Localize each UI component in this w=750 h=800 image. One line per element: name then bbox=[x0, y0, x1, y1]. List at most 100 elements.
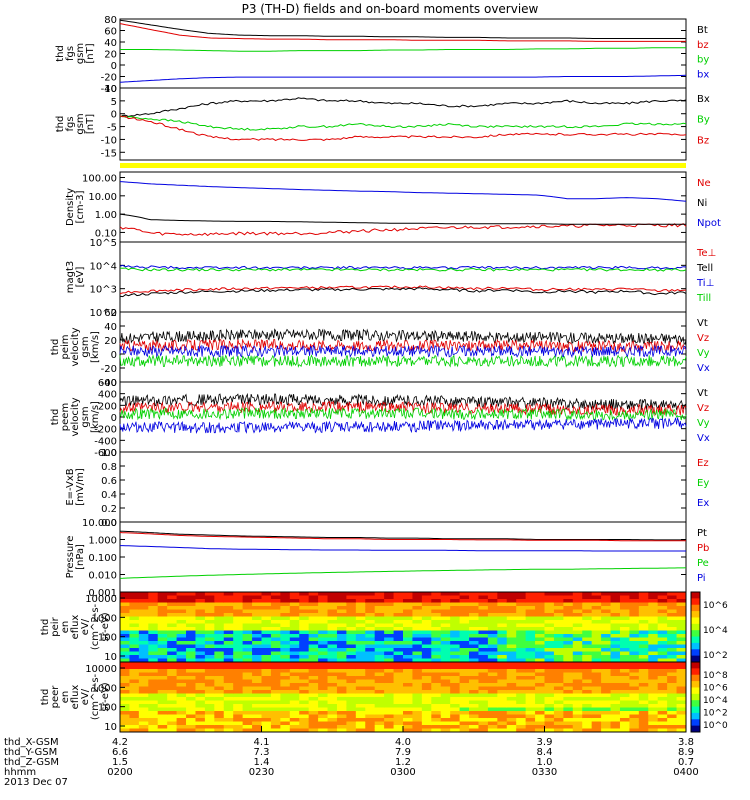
heatmap-cell bbox=[261, 606, 272, 610]
heatmap-cell bbox=[525, 686, 536, 691]
heatmap-cell bbox=[280, 613, 291, 617]
heatmap-cell bbox=[157, 641, 168, 645]
heatmap-cell bbox=[384, 665, 395, 670]
heatmap-cell bbox=[223, 704, 234, 708]
heatmap-cell bbox=[667, 637, 678, 642]
heatmap-cell bbox=[233, 690, 244, 694]
heatmap-cell bbox=[195, 683, 206, 687]
heatmap-cell bbox=[563, 637, 574, 642]
heatmap-cell bbox=[563, 728, 574, 733]
heatmap-cell bbox=[204, 700, 215, 705]
heatmap-cell bbox=[487, 711, 498, 715]
heatmap-cell bbox=[289, 609, 300, 614]
ylabel-line: eflux bbox=[70, 615, 81, 640]
heatmap-cell bbox=[497, 665, 508, 670]
heatmap-cell bbox=[497, 662, 508, 666]
heatmap-cell bbox=[318, 606, 329, 610]
heatmap-cell bbox=[450, 672, 461, 677]
heatmap-cell bbox=[497, 644, 508, 649]
heatmap-cell bbox=[270, 665, 281, 670]
heatmap-cell bbox=[129, 697, 140, 701]
heatmap-cell bbox=[186, 651, 196, 656]
heatmap-cell bbox=[648, 641, 659, 645]
heatmap-cell bbox=[403, 613, 413, 617]
ylabel-line: sr-eV) bbox=[100, 682, 111, 711]
heatmap-cell bbox=[148, 637, 159, 642]
heatmap-cell bbox=[450, 679, 461, 684]
heatmap-cell bbox=[167, 669, 178, 673]
heatmap-cell bbox=[506, 592, 517, 596]
heatmap-cell bbox=[261, 711, 272, 715]
heatmap-cell bbox=[487, 725, 498, 729]
xaxis-row-value: 7.3 bbox=[254, 747, 270, 758]
heatmap-cell bbox=[270, 606, 281, 610]
heatmap-cell bbox=[572, 714, 583, 719]
heatmap-cell bbox=[242, 599, 253, 603]
heatmap-cell bbox=[261, 679, 272, 684]
heatmap-cell bbox=[629, 627, 640, 631]
heatmap-cell bbox=[487, 721, 498, 726]
heatmap-cell bbox=[459, 679, 470, 684]
heatmap-cell bbox=[516, 704, 527, 708]
heatmap-cell bbox=[403, 669, 413, 673]
heatmap-cell bbox=[403, 637, 413, 642]
heatmap-cell bbox=[336, 679, 347, 684]
heatmap-cell bbox=[450, 686, 461, 691]
ytick-label: 10 bbox=[104, 652, 117, 663]
heatmap-cell bbox=[478, 693, 489, 698]
heatmap-cell bbox=[421, 704, 432, 708]
heatmap-cell bbox=[516, 620, 527, 624]
heatmap-cell bbox=[610, 718, 621, 722]
heatmap-cell bbox=[280, 662, 291, 666]
heatmap-cell bbox=[374, 627, 385, 631]
heatmap-cell bbox=[487, 707, 498, 712]
heatmap-cell bbox=[629, 718, 640, 722]
heatmap-cell bbox=[525, 693, 536, 698]
heatmap-cell bbox=[403, 700, 413, 705]
heatmap-cell bbox=[242, 704, 253, 708]
heatmap-cell bbox=[167, 609, 178, 614]
heatmap-cell bbox=[186, 637, 196, 642]
heatmap-cell bbox=[384, 690, 395, 694]
heatmap-cell bbox=[544, 697, 555, 701]
heatmap-cell bbox=[667, 679, 678, 684]
heatmap-cell bbox=[223, 721, 234, 726]
heatmap-cell bbox=[393, 623, 404, 628]
heatmap-cell bbox=[148, 651, 159, 656]
heatmap-cell bbox=[478, 683, 489, 687]
ylabel-line: gsm bbox=[75, 43, 86, 64]
heatmap-cell bbox=[469, 637, 479, 642]
legend-Vy: Vy bbox=[697, 348, 710, 359]
heatmap-cell bbox=[233, 721, 244, 726]
heatmap-cell bbox=[157, 707, 168, 712]
heatmap-cell bbox=[601, 592, 612, 596]
heatmap-cell bbox=[176, 704, 187, 708]
colorbar-segment bbox=[691, 592, 700, 599]
heatmap-cell bbox=[601, 676, 612, 680]
heatmap-cell bbox=[459, 627, 470, 631]
heatmap-cell bbox=[384, 662, 395, 666]
heatmap-cell bbox=[346, 679, 357, 684]
heatmap-cell bbox=[459, 690, 470, 694]
heatmap-cell bbox=[355, 641, 366, 645]
heatmap-cell bbox=[336, 683, 347, 687]
heatmap-cell bbox=[421, 672, 432, 677]
heatmap-cell bbox=[591, 613, 602, 617]
heatmap-cell bbox=[619, 676, 630, 680]
heatmap-cell bbox=[610, 693, 621, 698]
series-Pe bbox=[119, 567, 687, 579]
heatmap-cell bbox=[336, 672, 347, 677]
heatmap-cell bbox=[167, 679, 178, 684]
heatmap-cell bbox=[469, 700, 479, 705]
heatmap-cell bbox=[242, 651, 253, 656]
heatmap-cell bbox=[459, 704, 470, 708]
heatmap-cell bbox=[289, 651, 300, 656]
heatmap-cell bbox=[299, 644, 310, 649]
heatmap-cell bbox=[384, 651, 395, 656]
ytick-label: 0 bbox=[111, 350, 117, 361]
heatmap-cell bbox=[355, 697, 366, 701]
heatmap-cell bbox=[582, 718, 593, 722]
heatmap-cell bbox=[421, 623, 432, 628]
heatmap-cell bbox=[176, 665, 187, 670]
heatmap-cell bbox=[648, 655, 659, 659]
